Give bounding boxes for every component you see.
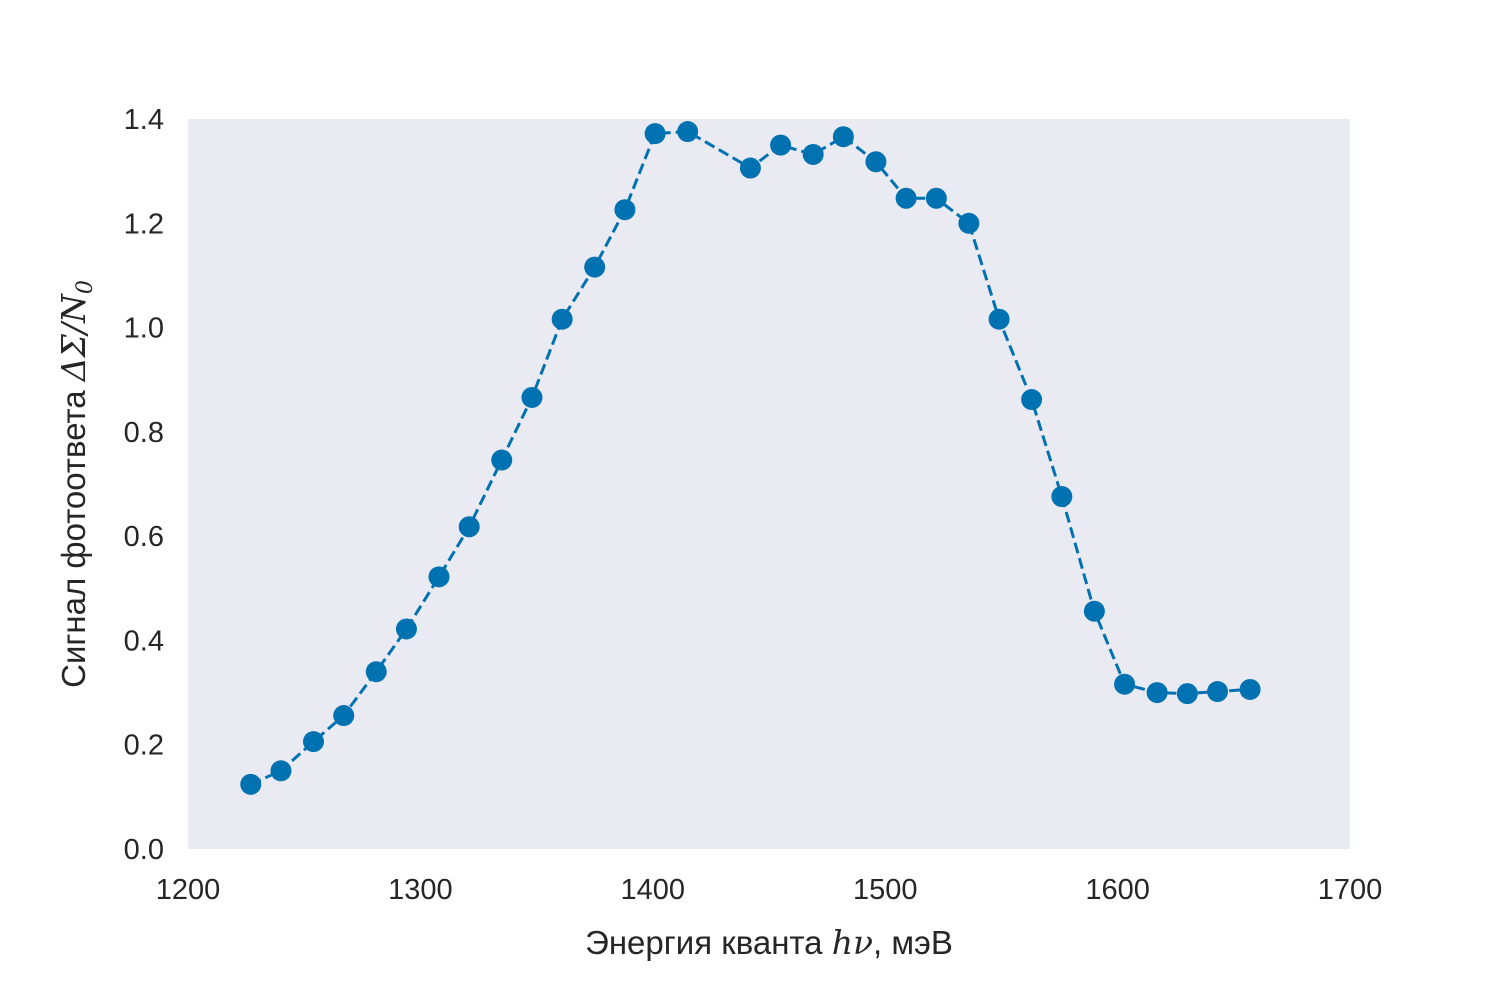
y-tick-label: 1.0 — [124, 313, 164, 345]
data-point — [644, 123, 666, 145]
data-point — [614, 199, 636, 221]
data-point — [491, 449, 513, 471]
y-axis-title-subscript: 0 — [73, 280, 98, 294]
x-tick-label: 1600 — [1085, 874, 1150, 906]
data-point — [240, 773, 262, 795]
y-axis-title: Сигнал фотоответа ΔΣ/N0 — [54, 280, 98, 688]
data-point — [1021, 389, 1043, 411]
y-axis-ticks: 0.0 0.2 0.4 0.6 0.8 1.0 1.2 1.4 — [124, 104, 164, 866]
data-point — [521, 386, 543, 408]
y-tick-label: 0.8 — [124, 417, 164, 449]
data-point — [302, 731, 324, 753]
plot-area — [188, 119, 1350, 849]
data-point — [551, 308, 573, 330]
data-point — [895, 187, 917, 209]
data-point — [1083, 600, 1105, 622]
y-axis-title-prefix: Сигнал фотоответа — [55, 381, 92, 688]
x-tick-label: 1700 — [1318, 874, 1383, 906]
x-axis-title-math: hν — [832, 923, 873, 962]
y-tick-label: 0.0 — [124, 834, 164, 866]
data-point — [365, 661, 387, 683]
y-tick-label: 0.2 — [124, 730, 164, 762]
data-point — [270, 760, 292, 782]
data-point — [1176, 683, 1198, 705]
y-axis-title-math: ΔΣ/N — [54, 293, 93, 383]
x-axis-title-suffix: , мэВ — [873, 924, 953, 961]
data-point — [802, 143, 824, 165]
data-point — [739, 157, 761, 179]
data-point — [770, 134, 792, 156]
y-tick-label: 1.4 — [124, 104, 164, 136]
data-point — [1114, 673, 1136, 695]
y-tick-label: 1.2 — [124, 208, 164, 240]
x-axis-title-prefix: Энергия кванта — [585, 924, 832, 961]
x-tick-label: 1200 — [156, 874, 221, 906]
x-tick-label: 1500 — [853, 874, 918, 906]
data-point — [925, 187, 947, 209]
data-point — [458, 516, 480, 538]
y-tick-label: 0.6 — [124, 521, 164, 553]
data-point — [1146, 682, 1168, 704]
x-tick-label: 1400 — [621, 874, 686, 906]
data-point — [395, 618, 417, 640]
data-point — [958, 212, 980, 234]
data-point — [832, 126, 854, 148]
data-point — [988, 308, 1010, 330]
x-tick-label: 1300 — [388, 874, 453, 906]
data-point — [865, 151, 887, 173]
series-layer — [240, 121, 1261, 795]
y-tick-label: 0.4 — [124, 625, 164, 657]
data-point — [584, 256, 606, 278]
data-point — [677, 121, 699, 143]
x-axis-title: Энергия кванта hν, мэВ — [585, 923, 953, 962]
data-point — [1239, 678, 1261, 700]
data-point — [1051, 486, 1073, 508]
data-point — [428, 566, 450, 588]
data-point — [333, 705, 355, 727]
x-axis-ticks: 1200 1300 1400 1500 1600 1700 — [156, 874, 1383, 906]
data-point — [1207, 681, 1229, 703]
